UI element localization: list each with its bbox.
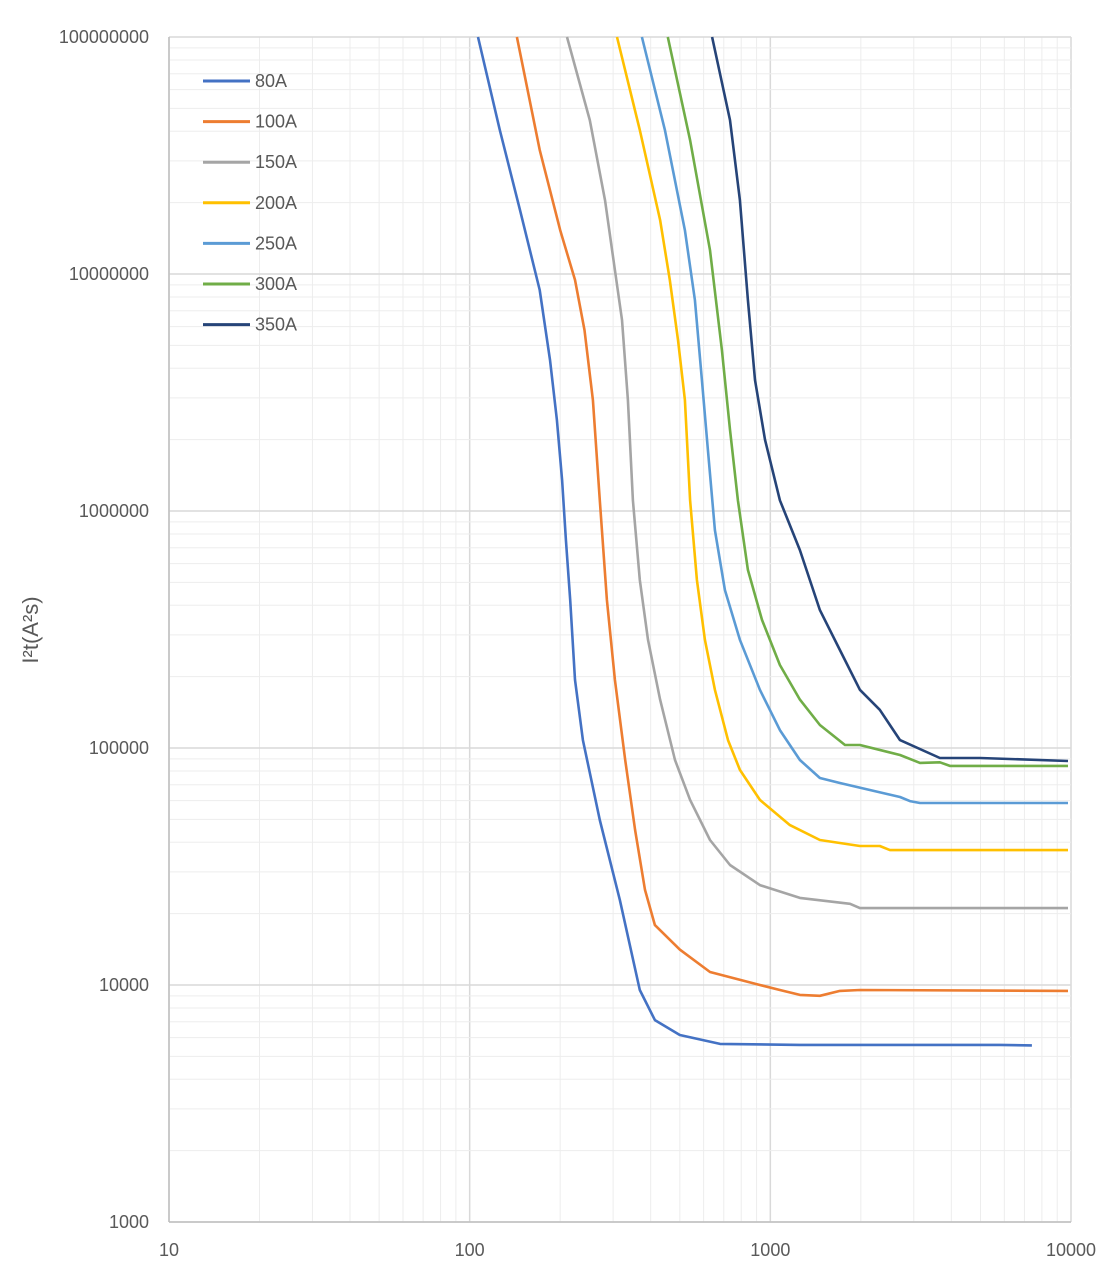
legend-label: 350A bbox=[255, 315, 297, 335]
series-line-250A bbox=[640, 36, 1068, 805]
y-tick-label: 100000 bbox=[89, 738, 149, 758]
series-line-300A bbox=[666, 36, 1068, 768]
axes: 10 100 1000 10000 1000 10000 100000 1000000 1000… bbox=[59, 27, 1096, 1260]
series-line-350A bbox=[710, 36, 1069, 763]
legend-label: 80A bbox=[255, 71, 287, 91]
x-tick-label: 100 bbox=[455, 1240, 485, 1260]
x-tick-label: 1000 bbox=[750, 1240, 790, 1260]
legend-label: 100A bbox=[255, 112, 297, 132]
legend: 80A 100A 150A 200A 250A 300A 350A bbox=[203, 71, 297, 335]
series-line-100A bbox=[515, 36, 1069, 998]
legend-label: 250A bbox=[255, 233, 297, 253]
y-tick-label: 1000 bbox=[109, 1212, 149, 1232]
legend-label: 150A bbox=[255, 152, 297, 172]
x-tick-label: 10000 bbox=[1046, 1240, 1096, 1260]
legend-label: 200A bbox=[255, 193, 297, 213]
y-axis-label: I²t(A²s) bbox=[18, 596, 43, 663]
y-tick-label: 10000000 bbox=[69, 264, 149, 284]
series-line-150A bbox=[565, 36, 1068, 910]
y-tick-label: 1000000 bbox=[79, 501, 149, 521]
series-line-80A bbox=[476, 36, 1032, 1047]
series-line-200A bbox=[615, 36, 1068, 852]
y-tick-label: 10000 bbox=[99, 975, 149, 995]
legend-label: 300A bbox=[255, 274, 297, 294]
x-tick-label: 10 bbox=[159, 1240, 179, 1260]
series-lines bbox=[476, 36, 1069, 1047]
y-tick-label: 100000000 bbox=[59, 27, 149, 47]
